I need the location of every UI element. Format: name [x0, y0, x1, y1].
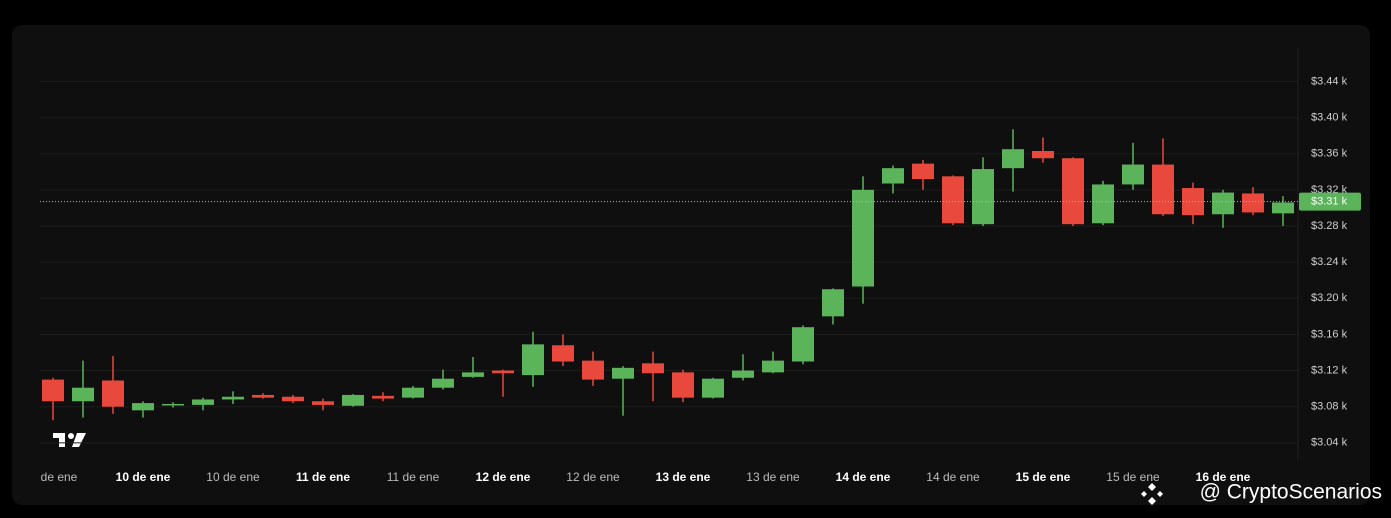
- candle-body: [1032, 151, 1054, 159]
- candle-body: [252, 394, 274, 398]
- candle-body: [102, 380, 124, 407]
- x-tick-label: 10 de ene: [116, 470, 171, 484]
- candle-body: [462, 372, 484, 377]
- candle-body: [822, 289, 844, 317]
- candle-body: [672, 372, 694, 398]
- y-tick-label: $3.20 k: [1311, 292, 1348, 304]
- x-tick-label: 10 de ene: [206, 470, 260, 484]
- candle-body: [1122, 164, 1144, 185]
- y-tick-label: $3.44 k: [1311, 75, 1348, 87]
- candle-body: [372, 395, 394, 399]
- x-tick-label: de ene: [41, 470, 78, 484]
- candle-body: [642, 363, 664, 374]
- candle-body: [222, 396, 244, 400]
- candle-body: [852, 189, 874, 287]
- candle-body: [942, 176, 964, 224]
- x-tick-label: 15 de ene: [1016, 470, 1071, 484]
- candle-body: [72, 387, 94, 402]
- y-tick-label: $3.36 k: [1311, 148, 1348, 160]
- x-tick-label: 13 de ene: [656, 470, 711, 484]
- watermark: @ CryptoScenarios: [1200, 481, 1382, 504]
- x-tick-label: 14 de ene: [926, 470, 980, 484]
- candle-body: [402, 387, 424, 398]
- y-tick-label: $3.16 k: [1311, 328, 1348, 340]
- candle-body: [432, 378, 454, 388]
- candle-body: [762, 360, 784, 373]
- candle-body: [552, 345, 574, 362]
- y-tick-label: $3.28 k: [1311, 220, 1348, 232]
- candle-body: [582, 360, 604, 380]
- candle-body: [42, 379, 64, 402]
- candle-body: [162, 403, 184, 406]
- candle-body: [282, 396, 304, 402]
- tv-logo: [53, 433, 86, 447]
- y-tick-label: $3.24 k: [1311, 256, 1348, 268]
- x-tick-label: 11 de ene: [296, 470, 350, 484]
- x-tick-label: 15 de ene: [1106, 470, 1160, 484]
- candle-body: [792, 327, 814, 362]
- candle-body: [1062, 158, 1084, 225]
- watermark-icon: [1141, 483, 1163, 505]
- last-price-box: [1299, 192, 1361, 211]
- x-tick-label: 12 de ene: [476, 470, 531, 484]
- y-tick-label: $3.04 k: [1311, 437, 1348, 449]
- y-tick-label: $3.08 k: [1311, 401, 1348, 413]
- candle-body: [702, 378, 724, 398]
- last-price-label: $3.31 k: [1311, 196, 1348, 208]
- x-tick-label: 14 de ene: [836, 470, 891, 484]
- candle-body: [972, 169, 994, 225]
- candle-body: [312, 401, 334, 405]
- candle-body: [1002, 149, 1024, 169]
- x-tick-label: 11 de ene: [387, 470, 440, 484]
- candle-body: [882, 168, 904, 184]
- candle-body: [1242, 193, 1264, 213]
- candle-body: [342, 394, 364, 406]
- candle-body: [492, 370, 514, 374]
- candle-body: [522, 344, 544, 376]
- candle-body: [1272, 202, 1294, 214]
- chart-panel: [12, 25, 1370, 505]
- candle-body: [1152, 164, 1174, 215]
- candle-body: [912, 163, 934, 180]
- y-tick-label: $3.40 k: [1311, 111, 1348, 123]
- x-tick-label: 16 de ene: [1196, 470, 1251, 484]
- candle-body: [732, 370, 754, 378]
- candle-body: [1212, 192, 1234, 215]
- y-tick-label: $3.12 k: [1311, 364, 1348, 376]
- candle-body: [132, 403, 154, 411]
- x-tick-label: 12 de ene: [566, 470, 620, 484]
- candle-body: [192, 399, 214, 405]
- x-tick-label: 13 de ene: [746, 470, 800, 484]
- candle-body: [612, 367, 634, 379]
- candle-body: [1092, 184, 1114, 224]
